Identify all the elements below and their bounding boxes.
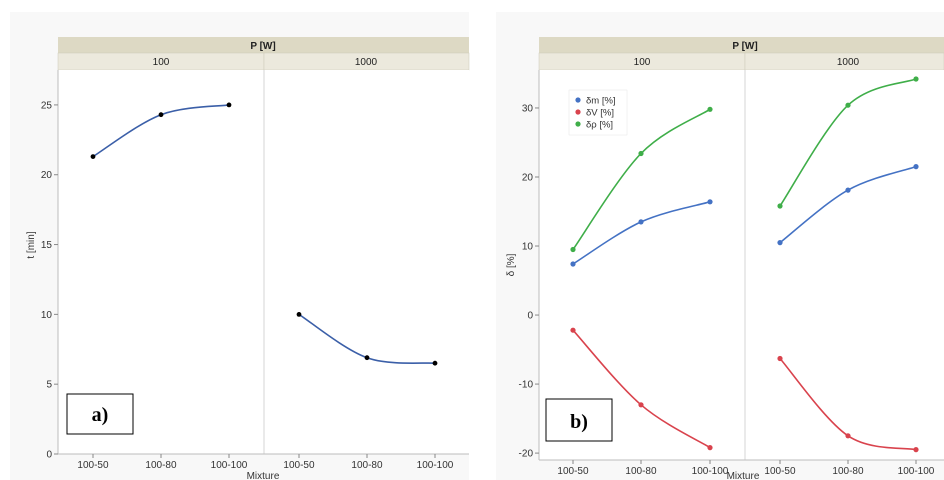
panel-a-x-ticks: 100-50 100-80 100-100 100-50 100-80 100-100 [77,454,454,471]
panel-b-data-point [845,102,851,108]
panel-b-data-point [913,447,919,453]
panel-b-x-tick-label: 100-80 [832,466,864,477]
panel-a-data-point [364,355,370,361]
panel-a-plot-area-1 [264,70,469,454]
panel-a-facet-title-bar [58,37,469,53]
panel-b-data-point [707,106,713,112]
panel-b-x-tick-label: 100-100 [692,466,729,477]
panel-a-series [90,102,438,366]
panel-b-facet-label-0: 100 [634,57,651,68]
panel-b-label-box [545,398,613,442]
panel-a-y-tick-label: 20 [41,170,53,181]
panel-a-data-point [432,360,438,366]
panel-b-data-point [707,199,713,205]
panel-b-y-ticks: -20 -10 0 10 20 30 [519,103,539,460]
panel-a-x-tick-label: 100-50 [283,460,315,471]
panel-a-y-tick-label: 15 [41,240,53,251]
panel-b-legend-label: δρ [%] [586,120,613,131]
panel-b-legend-marker [575,121,581,127]
panel-a-facet-label-1: 1000 [355,57,378,68]
panel-b-series-line [779,78,917,207]
panel-a-x-tick-label: 100-80 [351,460,383,471]
panel-b-data-point [570,246,576,253]
panel-a-x-axis-title: Mixture [247,471,280,480]
panel-b-data-point [570,327,576,333]
panel-a-facet-label-0: 100 [153,57,170,68]
panel-b-data-point [845,433,851,439]
panel-b-data-point [845,187,851,193]
panel-b-data-point [777,240,783,246]
panel-b-y-tick-label: 0 [527,311,533,322]
panel-b-x-axis-title: Mixture [727,471,760,480]
panel-b-legend-label: δV [%] [586,108,614,119]
panel-b-data-point [638,219,644,225]
panel-b-y-tick-label: -10 [519,380,534,391]
panel-b-label: b) [570,411,588,433]
panel-b-facet-label-1: 1000 [837,57,860,68]
panel-b-y-tick-label: -20 [519,449,534,460]
panel-b-facet-title: P [W] [732,41,757,52]
panel-a-x-tick-label: 100-100 [211,460,248,471]
panel-a-y-tick-label: 10 [41,310,53,321]
panel-a-y-axis-title: t [min] [26,231,37,258]
panel-b-data-point [913,76,919,82]
panel-b-y-axis-title: δ [%] [506,253,517,276]
panel-a-data-point [90,154,96,160]
panel-b-data-point [913,164,919,170]
panel-b-data-point [777,203,783,209]
panel-b-facet-title-bar [539,37,944,53]
panel-b-y-tick-label: 20 [522,172,534,183]
panel-a-y-tick-label: 0 [46,450,52,461]
panel-a-label-box [66,393,134,435]
panel-a-plot-area-0 [58,70,264,454]
panel-b-x-tick-label: 100-80 [625,466,657,477]
panel-b-series [570,76,919,453]
panel-b-legend-label: δm [%] [586,96,616,107]
panel-a-y-tick-label: 25 [41,100,53,111]
panel-a-x-tick-label: 100-100 [417,460,454,471]
panel-b-x-tick-label: 100-50 [557,466,589,477]
panel-b-x-tick-label: 100-50 [764,466,796,477]
panel-a-y-ticks: 0 5 10 15 20 25 [41,100,58,461]
panel-b-y-tick-label: 30 [522,103,534,114]
panel-a-facet-title: P [W] [250,41,275,52]
panel-b-legend-marker [575,97,581,103]
panel-a-data-point [226,102,232,108]
panel-b-y-tick-label: 10 [522,242,534,253]
panel-a-data-point [296,312,302,317]
panel-b-data-point [638,150,644,157]
panel-a-x-tick-label: 100-50 [77,460,109,471]
panel-b-data-point [638,402,644,408]
panel-b: P [W] 100 1000 -20 -10 0 10 20 30 100-50 100-8… [496,12,944,480]
panel-b-data-point [707,445,713,451]
panel-b-legend-marker [575,109,581,115]
panel-b-plot-area-1 [745,70,944,460]
panel-a-x-tick-label: 100-80 [145,460,177,471]
panel-b-data-point [570,261,576,267]
panel-a-data-point [158,112,164,118]
panel-a-y-tick-label: 5 [46,380,52,391]
panel-b-x-tick-label: 100-100 [898,466,935,477]
panel-a-label: a) [92,404,109,426]
panel-b-x-ticks: 100-50 100-80 100-100 100-50 100-80 100-100 [557,460,935,477]
panel-b-legend: δm [%]δV [%]δρ [%] [568,89,628,136]
panel-b-data-point [777,355,783,362]
